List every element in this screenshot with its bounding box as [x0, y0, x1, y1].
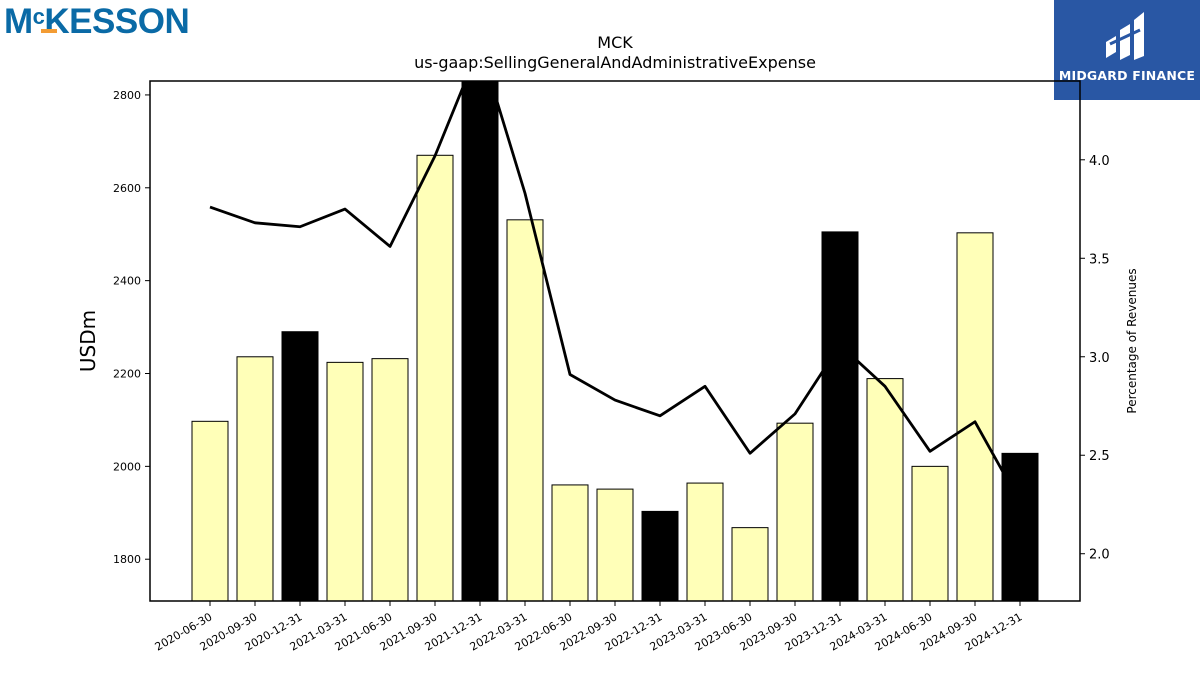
bar: [596, 488, 634, 602]
bar: [956, 232, 994, 602]
midgard-finance-logo: MIDGARD FINANCE: [1054, 0, 1200, 100]
bar: [641, 510, 679, 602]
y-tick-label: 2200: [113, 368, 141, 381]
mckesson-logo: McKESSON: [4, 2, 190, 41]
mckesson-logo-text: McKESSON: [4, 2, 189, 41]
y-tick-label: 2400: [113, 275, 141, 288]
midgard-finance-text: MIDGARD FINANCE: [1058, 68, 1196, 83]
bar: [776, 422, 814, 602]
y2-tick-label: 3.5: [1089, 252, 1110, 267]
chart-title: MCK: [597, 33, 633, 52]
y2-tick-label: 2.0: [1089, 548, 1110, 563]
y-tick-label: 2000: [113, 460, 141, 473]
bar: [866, 378, 904, 602]
y2-tick-label: 2.5: [1089, 449, 1110, 464]
y2-tick-label: 4.0: [1089, 154, 1110, 169]
mckesson-logo-accent: [41, 29, 57, 33]
chart-subtitle: us-gaap:SellingGeneralAndAdministrativeE…: [414, 53, 816, 72]
bar: [686, 482, 724, 602]
left-axis: 1800 2000 2200 2400 2600 2800: [113, 89, 150, 566]
x-axis: 2020-06-302020-09-302020-12-312021-03-31…: [153, 601, 1025, 654]
bar: [821, 231, 859, 602]
bar: [506, 219, 544, 602]
bar: [236, 356, 274, 602]
right-axis: 2.0 2.5 3.0 3.5 4.0: [1080, 154, 1110, 563]
y-tick-label: 1800: [113, 553, 141, 566]
y-tick-label: 2800: [113, 89, 141, 102]
bar: [461, 80, 499, 602]
bar: [911, 465, 949, 602]
y2-axis-label: Percentage of Revenues: [1125, 268, 1139, 413]
bar: [731, 527, 769, 602]
y-tick-label: 2600: [113, 182, 141, 195]
ratio-line-series: [209, 81, 1022, 504]
midgard-mark-icon: [1106, 12, 1144, 60]
bar-series: [191, 80, 1039, 602]
bar: [191, 420, 229, 602]
bar: [1001, 452, 1039, 602]
y2-tick-label: 3.0: [1089, 351, 1110, 366]
bar: [551, 484, 589, 602]
bar: [326, 361, 364, 602]
bar: [416, 154, 454, 602]
bar: [371, 358, 409, 602]
y-axis-label: USDm: [76, 310, 100, 372]
ratio-line: [209, 81, 1022, 504]
bar: [281, 331, 319, 602]
